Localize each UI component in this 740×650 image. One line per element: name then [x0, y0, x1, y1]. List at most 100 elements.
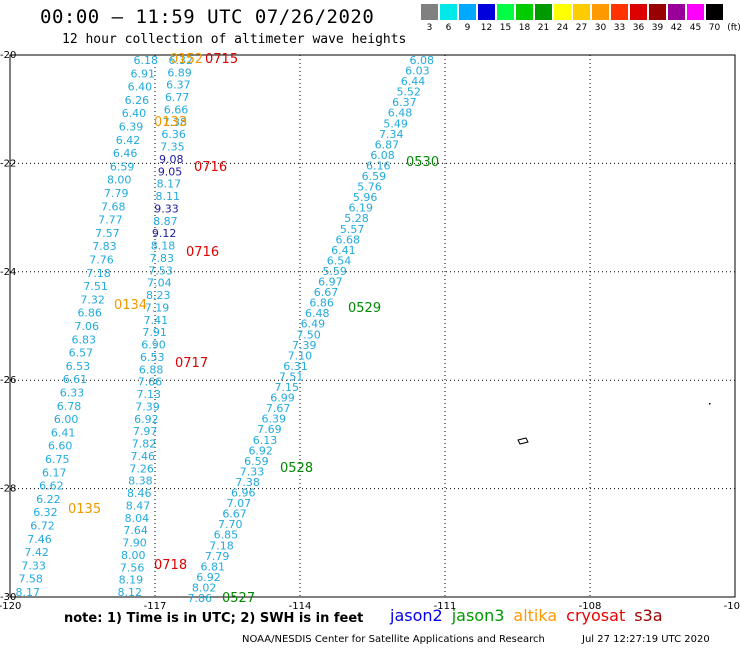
track-c-value: 6.85 [214, 529, 239, 542]
track-b-value: 7.19 [145, 301, 170, 314]
legend-swatch [687, 4, 704, 20]
track-a-value: 8.17 [16, 586, 41, 599]
legend-swatch [573, 4, 590, 20]
satellite-jason3: jason3 [451, 606, 505, 625]
map-grid: -120 -117 -114 -111 -108 -105 -20 -22 -24 -26 -28 -… [0, 50, 740, 612]
longitude-tick-label: -120 [0, 601, 21, 612]
longitude-tick-label: -108 [579, 601, 602, 612]
track-c-value: 7.51 [279, 370, 304, 383]
track-a-value: 6.60 [48, 440, 73, 453]
track-b-value: 8.19 [119, 574, 144, 587]
track-b-value: 9.12 [152, 227, 177, 240]
footnote: note: 1) Time is in UTC; 2) SWH is in fe… [64, 611, 364, 626]
track-c-value: 6.67 [314, 286, 339, 299]
track-c-value: 6.31 [283, 360, 308, 373]
legend-label: 6 [445, 23, 452, 33]
altimeter-tracks: 6.186.916.406.266.406.396.426.466.598.00… [16, 54, 435, 605]
legend-swatch [421, 4, 438, 20]
legend-swatch [516, 4, 533, 20]
satellite-legend: jason2 jason3 altika cryosat s3a [390, 606, 672, 625]
track-a-value: 6.59 [110, 160, 135, 173]
pass-time-cryosat: 0717 [175, 356, 208, 371]
track-a-value: 7.18 [86, 267, 111, 280]
track-b-value: 7.41 [144, 314, 169, 327]
track-b-value: 8.46 [127, 487, 152, 500]
chart-subtitle: 12 hour collection of altimeter wave hei… [62, 32, 407, 47]
track-b-value: 8.18 [151, 240, 176, 253]
track-b-value: 8.04 [125, 512, 150, 525]
track-c-value: 6.19 [349, 202, 374, 215]
islands [517, 403, 711, 445]
island-shape [517, 437, 529, 445]
latitude-tick-label: -30 [0, 592, 16, 603]
track-c-value: 6.92 [196, 571, 221, 584]
satellite-jason2: jason2 [390, 606, 443, 625]
legend-label: 30 [594, 23, 607, 33]
legend-label: 27 [575, 23, 588, 33]
legend-swatch [440, 4, 457, 20]
track-a-value: 6.57 [69, 347, 94, 360]
pass-time-cryosat: 0715 [205, 52, 238, 67]
track-c-value: 7.38 [235, 476, 260, 489]
legend-label: 36 [632, 23, 645, 33]
track-b-value: 7.97 [133, 425, 158, 438]
track-b-value: 8.38 [128, 475, 153, 488]
track-c-value: 6.48 [305, 307, 330, 320]
track-b-value: 7.64 [123, 524, 148, 537]
latitude-tick-label: -26 [0, 375, 16, 386]
track-c-value: 7.86 [188, 592, 213, 605]
track-a-value: 6.18 [134, 54, 159, 67]
track-c-value: 7.39 [292, 339, 317, 352]
track-c-value: 6.39 [262, 413, 287, 426]
track-c-value: 7.50 [296, 328, 321, 341]
legend-swatch [668, 4, 685, 20]
island-dot [709, 403, 711, 405]
track-a-value: 6.33 [60, 387, 85, 400]
legend-swatch [554, 4, 571, 20]
track-a-value: 6.26 [125, 94, 150, 107]
track-b-value: 7.38 [163, 116, 188, 129]
track-c-value: 6.99 [270, 392, 295, 405]
track-b-value: 9.08 [159, 153, 184, 166]
track-a-value: 7.46 [27, 533, 52, 546]
legend-label: 9 [464, 23, 471, 33]
track-b-value: 7.39 [135, 400, 160, 413]
track-b-value: 7.04 [147, 277, 172, 290]
track-a-value: 6.61 [63, 373, 88, 386]
track-c-value: 7.70 [218, 518, 243, 531]
pass-time-altika: 0134 [114, 298, 147, 313]
track-c-value: 6.86 [309, 297, 334, 310]
legend-label: 21 [537, 23, 550, 33]
track-c-value: 6.13 [253, 434, 278, 447]
track-a-value: 6.42 [116, 134, 141, 147]
legend-swatch [706, 4, 723, 20]
track-a-value: 7.33 [21, 559, 46, 572]
track-b-value: 7.90 [122, 537, 147, 550]
track-c-value: 5.57 [340, 223, 365, 236]
track-b-value: 7.35 [160, 141, 185, 154]
track-c-value: 6.97 [318, 276, 343, 289]
track-b-value: 6.92 [134, 413, 159, 426]
legend-swatch [497, 4, 514, 20]
track-a-value: 7.68 [101, 200, 126, 213]
track-b-value: 7.66 [138, 376, 163, 389]
pass-time-cryosat: 0718 [154, 558, 187, 573]
track-b-value: 6.90 [141, 339, 166, 352]
track-c-value: 6.54 [327, 254, 352, 267]
track-b-value: 6.66 [164, 103, 189, 116]
track-a-value: 7.42 [24, 546, 49, 559]
pass-time-labels: 0152 0715 0133 0716 0716 0134 0717 0135 0718 0530… [68, 52, 439, 606]
credit-line: NOAA/NESDIS Center for Satellite Applica… [242, 634, 545, 645]
track-a-value: 6.72 [30, 520, 55, 533]
track-a-value: 7.76 [89, 254, 114, 267]
legend-swatch [649, 4, 666, 20]
track-c-value: 6.08 [370, 149, 395, 162]
track-a-value: 6.00 [54, 413, 79, 426]
track-b-value: 9.05 [158, 165, 183, 178]
track-b-value: 7.46 [131, 450, 156, 463]
satellite-altika: altika [513, 606, 558, 625]
track-a-value: 6.86 [77, 307, 102, 320]
track-c-value: 8.02 [192, 581, 217, 594]
pass-time-jason3: 0528 [280, 461, 313, 476]
track-c-value: 5.28 [344, 212, 369, 225]
